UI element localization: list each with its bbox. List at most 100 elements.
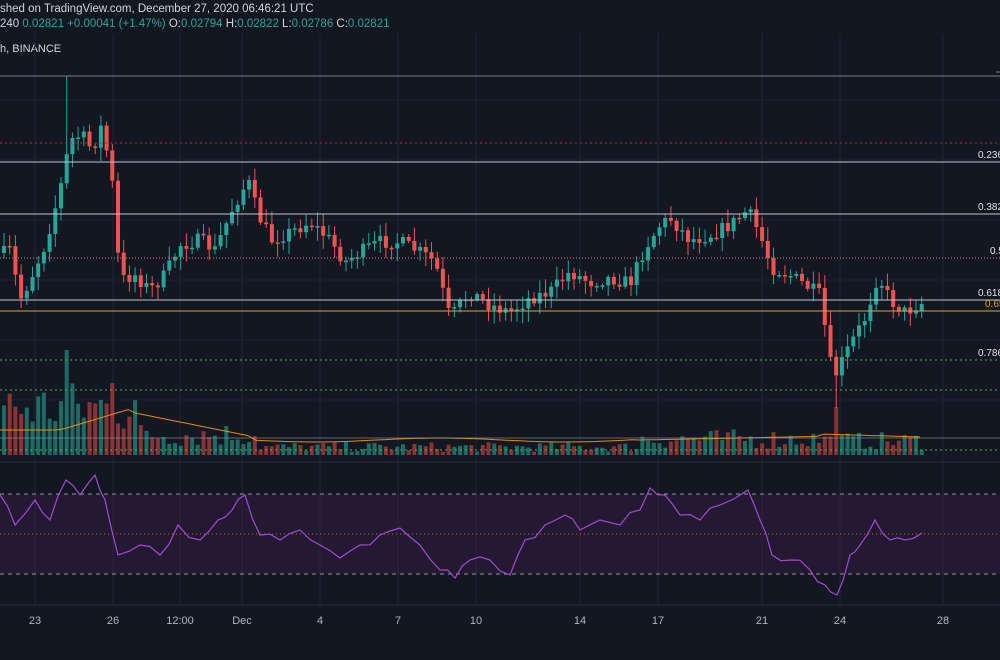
candle-body — [41, 251, 46, 264]
fib-label: 0.618 — [978, 288, 1000, 299]
volume-bar — [771, 432, 776, 455]
ohlc-line: 240 0.02821 +0.00041 (+1.47%) O:0.02794 … — [0, 17, 390, 31]
volume-bar — [212, 435, 217, 455]
volume-bar — [862, 448, 867, 455]
fib-label: 0.65 — [985, 299, 1000, 310]
candle-body — [281, 241, 286, 243]
volume-bar — [606, 451, 611, 455]
volume-bar — [629, 451, 633, 455]
candle-body — [116, 180, 120, 253]
volume-bar — [526, 447, 531, 455]
candle-body — [537, 292, 542, 304]
volume-bar — [532, 451, 537, 455]
volume-bar — [332, 442, 337, 455]
volume-bar — [834, 407, 839, 455]
volume-bar — [81, 417, 86, 455]
candle-body — [218, 235, 223, 247]
candle-body — [224, 223, 229, 236]
volume-bar — [258, 450, 263, 455]
candle-body — [914, 311, 918, 314]
volume-bar — [401, 444, 405, 455]
candle-body — [207, 235, 212, 250]
volume-bar — [344, 442, 348, 455]
candle-body — [395, 243, 400, 249]
volume-bar — [497, 445, 502, 455]
candle-body — [30, 277, 35, 291]
volume-bar — [492, 443, 497, 455]
volume-bar — [566, 442, 571, 455]
candle-body — [646, 247, 651, 261]
candle-body — [321, 226, 326, 236]
volume-bar — [269, 446, 274, 455]
candle-body — [492, 305, 497, 310]
volume-bar — [674, 440, 679, 455]
volume-bar — [731, 429, 736, 455]
candle-body — [566, 272, 571, 282]
candle-body — [121, 252, 126, 276]
candle-body — [155, 285, 160, 288]
close-value: 0.02821 — [347, 18, 390, 30]
candle-body — [765, 240, 770, 259]
volume-bar — [133, 400, 138, 455]
candle-body — [737, 217, 742, 220]
volume-bar — [252, 436, 257, 455]
volume-bar — [646, 440, 651, 455]
candle-body — [378, 236, 383, 242]
candle-body — [697, 239, 702, 243]
volume-bar — [440, 451, 445, 455]
volume-bar — [395, 446, 400, 455]
candle-body — [623, 276, 628, 287]
candle-body — [725, 222, 730, 232]
volume-bar — [201, 431, 206, 455]
volume-bar — [355, 450, 360, 455]
volume-bar — [748, 436, 753, 455]
candle-body — [98, 125, 103, 148]
volume-bar — [896, 440, 901, 455]
volume-bar — [828, 436, 833, 455]
candle-body — [868, 304, 873, 322]
candle-body — [133, 275, 138, 282]
candle-body — [36, 263, 41, 278]
volume-bar — [839, 435, 844, 455]
candle-body — [184, 246, 189, 249]
fib-label: 0.786 — [978, 348, 1000, 359]
volume-bar — [714, 430, 719, 455]
volume-bar — [7, 393, 12, 455]
volume-bar — [805, 446, 810, 455]
volume-bar — [247, 441, 252, 455]
volume-bar — [572, 446, 576, 455]
candle-body — [532, 298, 537, 304]
candle-body — [549, 286, 554, 297]
volume-bars — [0, 350, 1000, 455]
volume-bar — [720, 439, 725, 455]
volume-bar — [668, 441, 673, 455]
volume-bar — [686, 438, 690, 455]
candle-body — [423, 246, 428, 253]
candle-body — [338, 246, 343, 262]
volume-bar — [708, 431, 713, 455]
volume-bar — [680, 436, 685, 455]
volume-bar — [224, 425, 229, 455]
volume-bar — [868, 446, 873, 455]
candle-body — [680, 230, 685, 232]
candle-body — [258, 197, 263, 223]
fib-levels: 0.236 0.382 0.5 0.6180.65 0.786 — [0, 71, 1000, 451]
volume-bar — [908, 437, 913, 455]
volume-bar — [777, 446, 782, 455]
volume-bar — [321, 443, 326, 455]
candle-body — [47, 234, 52, 252]
candle-body — [583, 275, 588, 281]
candle-body — [634, 262, 639, 286]
x-tick-label: 4 — [317, 615, 323, 627]
candle-body — [891, 290, 896, 307]
candle-body — [760, 227, 765, 241]
volume-bar — [480, 444, 485, 455]
candle-body — [817, 283, 822, 289]
symbol-line: h, BINANCE — [0, 42, 61, 56]
candle-body — [714, 237, 719, 240]
published-text: shed on TradingView.com, December 27, 20… — [0, 3, 314, 15]
volume-bar — [640, 436, 645, 455]
candle-body — [235, 204, 240, 212]
candle-body — [304, 225, 309, 233]
